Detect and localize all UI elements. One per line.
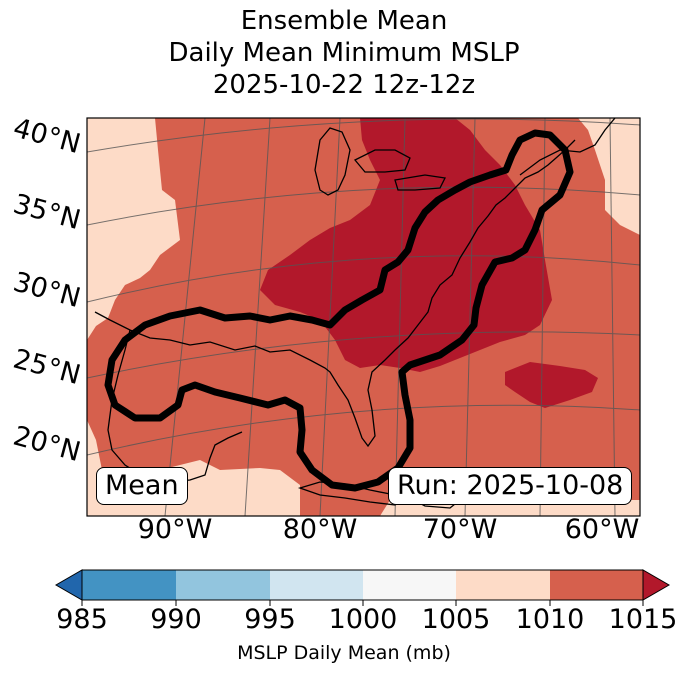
- coastline-canada-east: [519, 118, 616, 176]
- title-line-1: Ensemble Mean: [240, 6, 448, 36]
- parallel-30n: [87, 255, 640, 303]
- colorbar-tick-1005: 1005: [421, 604, 491, 635]
- parallel-20n: [87, 404, 640, 456]
- coastline-gulf-east: [94, 139, 576, 448]
- field-east-dark-blob: [505, 362, 598, 408]
- colorbar-bin-1010-1015: [550, 570, 643, 600]
- map-frame: [86, 117, 641, 517]
- meridian-60w: [609, 118, 616, 516]
- colorbar-under-arrow: [54, 569, 83, 601]
- lon-label-70w: 70°W: [422, 514, 498, 545]
- colorbar-tick-1010: 1010: [515, 604, 585, 635]
- coastline-great-lakes: [314, 127, 446, 196]
- colorbar-label: MSLP Daily Mean (mb): [237, 642, 451, 664]
- colorbar-tick-1015: 1015: [608, 604, 678, 635]
- field-west-light: [87, 118, 180, 340]
- contour-1010-outline: [104, 129, 574, 492]
- colorbar-over-arrow: [642, 569, 671, 601]
- meridian-65w: [539, 118, 546, 516]
- colorbar-bin-985-990: [82, 570, 176, 600]
- parallel-40n: [87, 118, 640, 153]
- colorbar-bin-1005-1010: [456, 570, 550, 600]
- colorbar-tick-985: 985: [56, 604, 108, 635]
- colorbar-tick-995: 995: [244, 604, 296, 635]
- parallel-25n: [87, 331, 640, 379]
- title-line-2: Daily Mean Minimum MSLP: [168, 38, 520, 68]
- colorbar: [54, 569, 671, 606]
- meridian-90w: [164, 118, 206, 516]
- meridian-80w: [319, 118, 341, 516]
- meridian-75w: [394, 118, 406, 516]
- field-east-light: [578, 118, 640, 235]
- lon-label-60w: 60°W: [564, 514, 640, 545]
- title-line-3: 2025-10-22 12z-12z: [212, 70, 476, 100]
- colorbar-bin-1000-1005: [363, 570, 456, 600]
- colorbar-tick-990: 990: [150, 604, 202, 635]
- lon-label-80w: 80°W: [282, 514, 358, 545]
- run-date-box: Run: 2025-10-08: [388, 467, 633, 505]
- mean-label-box: Mean: [96, 467, 188, 505]
- colorbar-tick-1000: 1000: [328, 604, 398, 635]
- lon-label-90w: 90°W: [137, 514, 213, 545]
- field-topleft-light: [87, 118, 130, 135]
- colorbar-bin-990-995: [176, 570, 270, 600]
- colorbar-bin-995-1000: [270, 570, 363, 600]
